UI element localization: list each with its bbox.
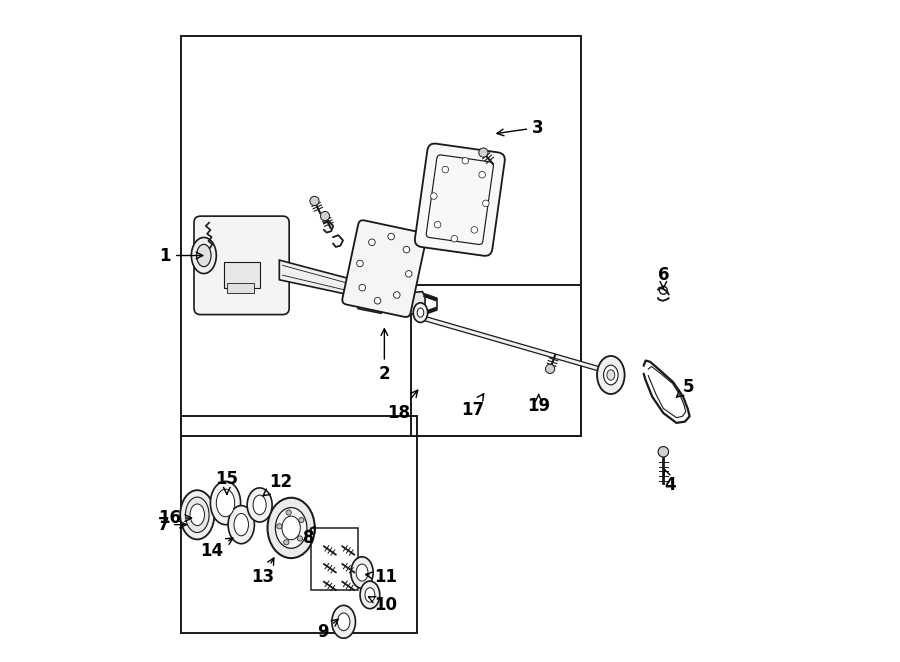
FancyBboxPatch shape bbox=[415, 144, 505, 256]
Text: 3: 3 bbox=[497, 118, 544, 136]
Text: 7: 7 bbox=[158, 516, 186, 534]
Text: 9: 9 bbox=[317, 619, 338, 641]
Ellipse shape bbox=[190, 504, 204, 526]
Circle shape bbox=[451, 236, 457, 242]
Polygon shape bbox=[358, 292, 381, 313]
Circle shape bbox=[479, 148, 488, 157]
Ellipse shape bbox=[267, 498, 315, 558]
Polygon shape bbox=[408, 292, 425, 316]
Ellipse shape bbox=[228, 506, 255, 544]
FancyBboxPatch shape bbox=[342, 220, 427, 317]
Circle shape bbox=[277, 524, 282, 529]
Ellipse shape bbox=[332, 605, 356, 638]
Ellipse shape bbox=[418, 308, 424, 317]
Circle shape bbox=[406, 271, 412, 277]
Ellipse shape bbox=[607, 370, 615, 380]
Text: 17: 17 bbox=[462, 394, 484, 419]
Text: 18: 18 bbox=[388, 390, 418, 422]
Polygon shape bbox=[279, 260, 410, 308]
Circle shape bbox=[403, 246, 410, 253]
Ellipse shape bbox=[180, 490, 214, 540]
Text: 8: 8 bbox=[303, 526, 315, 547]
Bar bbox=[181, 36, 581, 436]
Ellipse shape bbox=[185, 497, 209, 532]
Text: 6: 6 bbox=[658, 266, 669, 288]
Ellipse shape bbox=[360, 581, 380, 608]
Circle shape bbox=[370, 304, 375, 309]
Text: 1: 1 bbox=[159, 246, 202, 265]
Ellipse shape bbox=[604, 365, 618, 385]
Circle shape bbox=[462, 158, 469, 164]
Ellipse shape bbox=[211, 481, 240, 525]
Circle shape bbox=[658, 447, 669, 457]
Ellipse shape bbox=[275, 508, 307, 548]
Text: 4: 4 bbox=[663, 469, 676, 495]
Circle shape bbox=[435, 221, 441, 228]
Ellipse shape bbox=[234, 514, 248, 536]
Circle shape bbox=[362, 302, 367, 307]
Text: 12: 12 bbox=[263, 473, 293, 496]
Ellipse shape bbox=[282, 516, 301, 540]
Circle shape bbox=[388, 233, 394, 240]
Text: 19: 19 bbox=[527, 395, 550, 416]
Ellipse shape bbox=[196, 244, 211, 267]
Ellipse shape bbox=[216, 489, 235, 517]
Circle shape bbox=[310, 197, 320, 205]
Circle shape bbox=[430, 193, 437, 199]
Text: 10: 10 bbox=[368, 596, 398, 614]
Text: 16: 16 bbox=[158, 509, 192, 527]
Circle shape bbox=[362, 296, 367, 301]
Ellipse shape bbox=[338, 613, 350, 631]
Circle shape bbox=[374, 297, 381, 304]
Ellipse shape bbox=[351, 557, 374, 589]
Bar bbox=[223, 262, 259, 289]
Circle shape bbox=[482, 200, 489, 207]
Circle shape bbox=[370, 298, 375, 303]
Bar bbox=[227, 283, 255, 293]
Circle shape bbox=[545, 364, 554, 373]
Circle shape bbox=[369, 239, 375, 246]
Circle shape bbox=[471, 226, 478, 233]
Text: 15: 15 bbox=[215, 470, 238, 494]
Ellipse shape bbox=[253, 495, 266, 515]
Circle shape bbox=[320, 211, 329, 220]
Circle shape bbox=[284, 540, 289, 545]
Circle shape bbox=[286, 510, 292, 515]
Bar bbox=[310, 528, 358, 591]
Circle shape bbox=[356, 260, 364, 267]
Ellipse shape bbox=[597, 356, 625, 394]
Circle shape bbox=[442, 166, 448, 173]
Text: 5: 5 bbox=[677, 378, 695, 397]
Circle shape bbox=[479, 171, 485, 178]
Ellipse shape bbox=[192, 238, 216, 273]
Circle shape bbox=[359, 285, 365, 291]
Text: 2: 2 bbox=[379, 329, 391, 383]
Ellipse shape bbox=[248, 488, 272, 522]
Circle shape bbox=[297, 536, 302, 541]
Circle shape bbox=[299, 518, 304, 523]
FancyBboxPatch shape bbox=[194, 216, 289, 314]
Bar bbox=[181, 416, 418, 633]
Text: 11: 11 bbox=[365, 568, 398, 586]
Ellipse shape bbox=[365, 588, 374, 602]
Text: 13: 13 bbox=[251, 558, 274, 586]
Text: 14: 14 bbox=[201, 538, 233, 560]
Ellipse shape bbox=[413, 303, 428, 322]
Ellipse shape bbox=[356, 564, 368, 581]
Bar bbox=[410, 285, 581, 436]
Circle shape bbox=[393, 292, 400, 299]
